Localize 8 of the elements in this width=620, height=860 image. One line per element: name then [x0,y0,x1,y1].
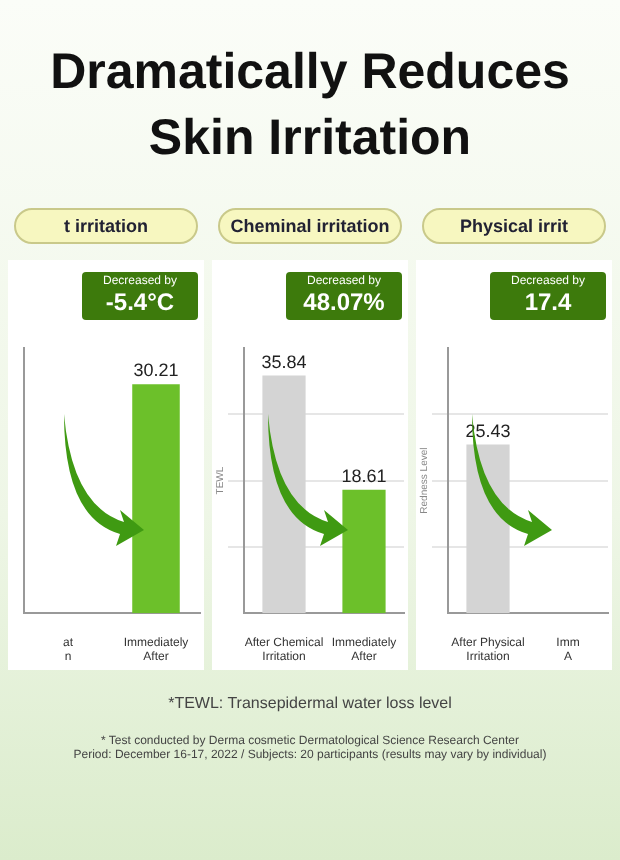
text: *TEWL: Transepidermal water loss level [166,694,454,712]
chart-title: Physical irrit [422,208,606,244]
data-label: 30.21 [133,360,179,381]
chart-subtitle: t irritation [14,208,198,244]
data-label: 35.84 [261,351,307,372]
data-label: 18.61 [341,465,387,486]
text: Dramatically Reduces Skin Irritation [48,42,572,170]
chart-title: Cheminal irritation [218,208,402,244]
